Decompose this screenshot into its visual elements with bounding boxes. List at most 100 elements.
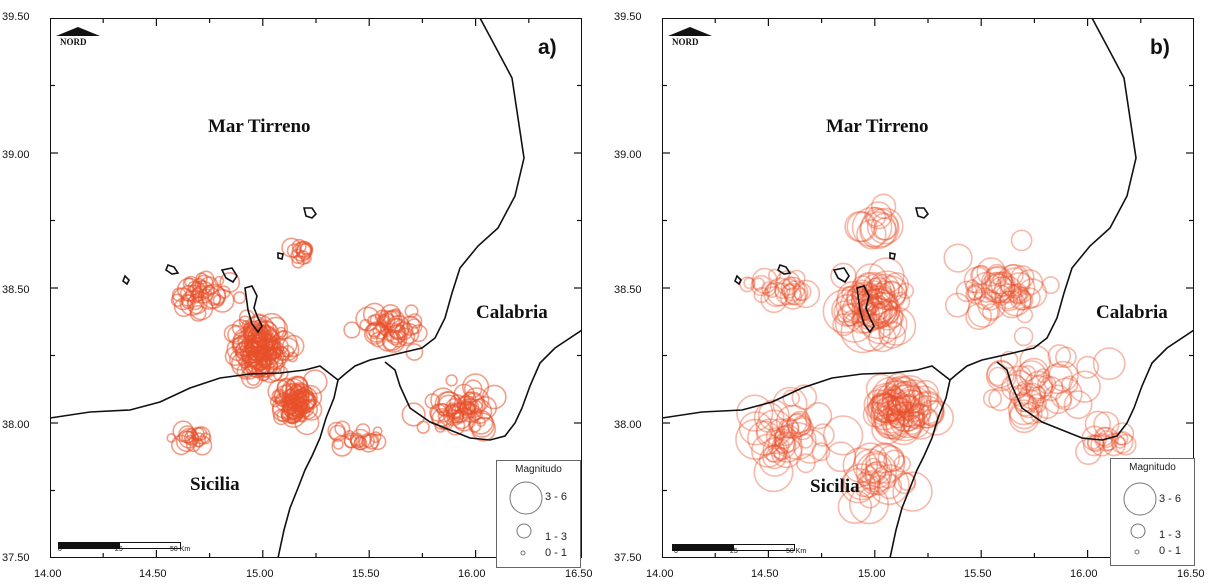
event-circle [231,318,250,337]
event-circle [868,257,905,294]
x-tick-label: 15.50 [352,568,380,580]
event-circle [210,288,235,313]
event-circle [836,303,861,327]
event-circle [781,418,800,438]
event-circle [774,425,796,447]
legend-title: Magnitudo [1129,462,1176,473]
event-circle [902,411,930,439]
event-circle [918,399,945,427]
event-circle [881,388,910,417]
event-circle [253,362,264,373]
event-circle [865,206,887,228]
event-circle [1084,410,1111,437]
event-circle [999,267,1031,299]
event-circle [876,473,903,500]
event-circle [846,211,878,243]
event-circle [1086,435,1101,450]
island-outline [734,274,742,286]
event-circle [885,396,914,426]
event-circle [868,474,890,496]
event-circle [751,267,778,294]
event-circle [774,433,796,455]
event-circle [986,359,1015,389]
x-tick-label: 14.50 [751,568,779,580]
event-circle [967,285,983,301]
event-circle [990,284,1012,306]
event-circle [853,285,898,330]
event-circle [973,287,997,310]
event-circle [851,312,891,352]
event-circle [792,428,828,464]
scale-bar [58,537,182,555]
event-circle [1019,344,1052,377]
north-label: NORD [672,37,699,47]
event-circle [850,290,873,313]
x-tick-label: 15.50 [964,568,992,580]
coastline-path [50,365,339,419]
event-circle [874,407,906,440]
event-circle [778,421,817,461]
event-circle [850,284,879,313]
event-circle [431,407,454,430]
event-circle [857,303,875,321]
event-circle [868,464,910,506]
event-circle [999,284,1032,317]
event-circle [869,287,892,310]
event-circle [868,442,901,474]
event-circle [880,409,905,434]
event-circle [248,322,264,337]
event-circle [214,275,225,286]
event-circle [782,389,800,408]
event-circle [863,389,895,421]
coastline-path [662,365,951,419]
event-circle [918,400,954,436]
event-circle [1068,370,1101,403]
event-circle [791,279,821,309]
coastline-path [889,379,951,558]
legend-symbols [1123,482,1157,555]
legend-class-label: 0 - 1 [1159,545,1182,557]
event-circle [755,418,786,449]
event-circle [861,470,882,491]
event-circle [1018,287,1041,310]
event-circle [401,402,426,427]
scale-label: 50 Km [170,546,191,553]
legend-symbols [509,481,543,556]
event-circle [859,463,891,495]
event-circle [1076,355,1100,379]
event-circle [1061,375,1079,393]
event-circle [1007,393,1040,426]
event-circle [856,297,899,340]
scale-label: 0 [58,546,62,553]
event-circle [442,404,465,427]
event-circle [1042,363,1074,395]
north-arrow-icon [668,27,712,36]
event-circle [840,467,876,504]
event-circle [880,280,903,303]
event-circle [738,411,774,446]
event-circle [1090,433,1114,457]
scale-label: 25 [730,548,738,555]
event-circle [997,290,1026,319]
event-circle [856,471,872,487]
event-circle [837,489,873,525]
event-circle [870,393,902,424]
event-circle [872,391,898,417]
event-circle [1031,385,1047,402]
event-circle [302,369,328,395]
event-circle [999,290,1019,310]
event-circle [955,280,978,303]
map-frame [662,18,1194,558]
event-circle [864,276,892,305]
event-circle [836,280,871,315]
event-circle [873,217,897,241]
event-circle [851,206,893,248]
event-circle [943,243,973,273]
event-circle [890,388,929,428]
event-circle [902,403,939,440]
event-circle [982,303,1001,322]
event-circle [781,283,797,299]
event-circle [910,395,944,429]
event-circle [771,431,803,463]
event-circle [791,415,813,436]
